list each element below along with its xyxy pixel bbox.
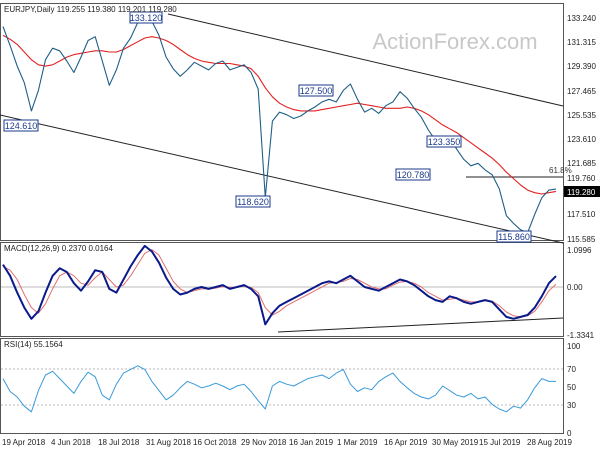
annotation-124610: 124.610	[3, 119, 39, 132]
annotation-120780: 120.780	[395, 168, 431, 181]
last-price-badge: 119.280	[564, 186, 600, 197]
macd-signal-line	[2, 249, 557, 318]
rsi-tick: 50	[567, 383, 576, 392]
price-tick: 123.610	[567, 135, 596, 144]
rsi-tick: 0	[567, 429, 572, 438]
rsi-tick: 70	[567, 365, 576, 374]
rsi-line	[2, 365, 556, 413]
price-tick: 131.315	[567, 38, 596, 47]
price-axis: 133.240 131.315 129.390 127.465 125.535 …	[567, 14, 596, 244]
fib-label: 61.8%	[549, 166, 572, 175]
x-axis: 19 Apr 2018 4 Jun 2018 18 Jul 2018 31 Au…	[2, 438, 572, 447]
price-series-group	[2, 11, 557, 234]
x-tick: 29 Nov 2018	[241, 438, 287, 447]
channel-lower-line	[0, 114, 564, 244]
macd-tick: 0.00	[567, 283, 583, 292]
annotation-115860: 115.860	[496, 230, 532, 243]
rsi-panel-frame	[0, 338, 564, 434]
macd-axis: 1.0996 0.00 -1.3341	[567, 246, 595, 340]
macd-tick: -1.3341	[567, 331, 595, 340]
rsi-axis: 100 70 50 30 0	[567, 342, 581, 438]
annotation-133120: 133.120	[129, 11, 163, 24]
price-tick: 119.760	[567, 174, 596, 183]
price-line	[2, 11, 557, 234]
macd-panel-frame	[0, 242, 564, 337]
rsi-series-group	[2, 365, 556, 413]
annotation-text: 124.610	[5, 121, 38, 131]
x-tick: 15 Jul 2019	[479, 438, 521, 447]
price-tick: 133.240	[567, 14, 596, 23]
macd-line	[2, 244, 557, 326]
macd-panel-header: MACD(12,26,9) 0.2370 0.0164	[4, 244, 114, 253]
price-panel-frame	[0, 3, 564, 241]
annotation-text: 118.620	[237, 197, 269, 207]
annotation-127500: 127.500	[298, 84, 334, 97]
moving-average-line	[2, 34, 557, 195]
annotation-text: 123.350	[428, 137, 461, 147]
price-tick: 117.510	[567, 210, 596, 219]
x-tick: 1 Mar 2019	[337, 438, 378, 447]
price-tick: 129.390	[567, 62, 596, 71]
macd-series-group	[2, 244, 557, 326]
annotation-text: 133.120	[130, 13, 163, 23]
rsi-panel-header: RSI(14) 55.1564	[4, 340, 63, 349]
price-tick: 115.585	[567, 235, 596, 244]
x-tick: 16 Oct 2018	[193, 438, 237, 447]
macd-tick: 1.0996	[567, 246, 592, 255]
x-tick: 4 Jun 2018	[51, 438, 91, 447]
price-tick: 125.535	[567, 111, 596, 120]
channel-upper-line	[167, 13, 564, 107]
macd-trend-line	[277, 317, 564, 333]
price-panel-header: EURJPY,Daily 119.255 119.380 119.201 119…	[4, 5, 177, 14]
annotation-118620: 118.620	[235, 195, 271, 208]
annotation-text: 127.500	[300, 86, 333, 96]
x-tick: 16 Apr 2019	[384, 438, 428, 447]
rsi-tick: 100	[567, 342, 581, 351]
watermark: ActionForex.com	[372, 29, 537, 54]
price-tick: 121.685	[567, 159, 596, 168]
annotation-text: 115.860	[498, 232, 530, 242]
annotation-123350: 123.350	[426, 135, 462, 148]
x-tick: 18 Jul 2018	[98, 438, 140, 447]
price-tick: 127.465	[567, 87, 596, 96]
x-tick: 19 Apr 2018	[2, 438, 46, 447]
x-tick: 31 Aug 2018	[146, 438, 191, 447]
x-tick: 28 Aug 2019	[527, 438, 572, 447]
annotation-text: 120.780	[397, 170, 430, 180]
x-tick: 16 Jan 2019	[289, 438, 334, 447]
last-price-text: 119.280	[567, 188, 596, 197]
rsi-tick: 30	[567, 401, 576, 410]
x-tick: 30 May 2019	[432, 438, 479, 447]
